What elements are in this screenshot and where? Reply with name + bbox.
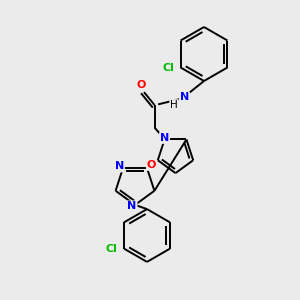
Text: N: N [180,92,189,103]
Text: O: O [147,160,156,170]
Text: N: N [128,201,136,212]
Text: Cl: Cl [162,62,174,73]
Text: N: N [115,161,124,172]
Text: Cl: Cl [106,244,118,254]
Text: H: H [170,100,178,110]
Text: O: O [136,80,146,90]
Text: N: N [160,133,169,143]
